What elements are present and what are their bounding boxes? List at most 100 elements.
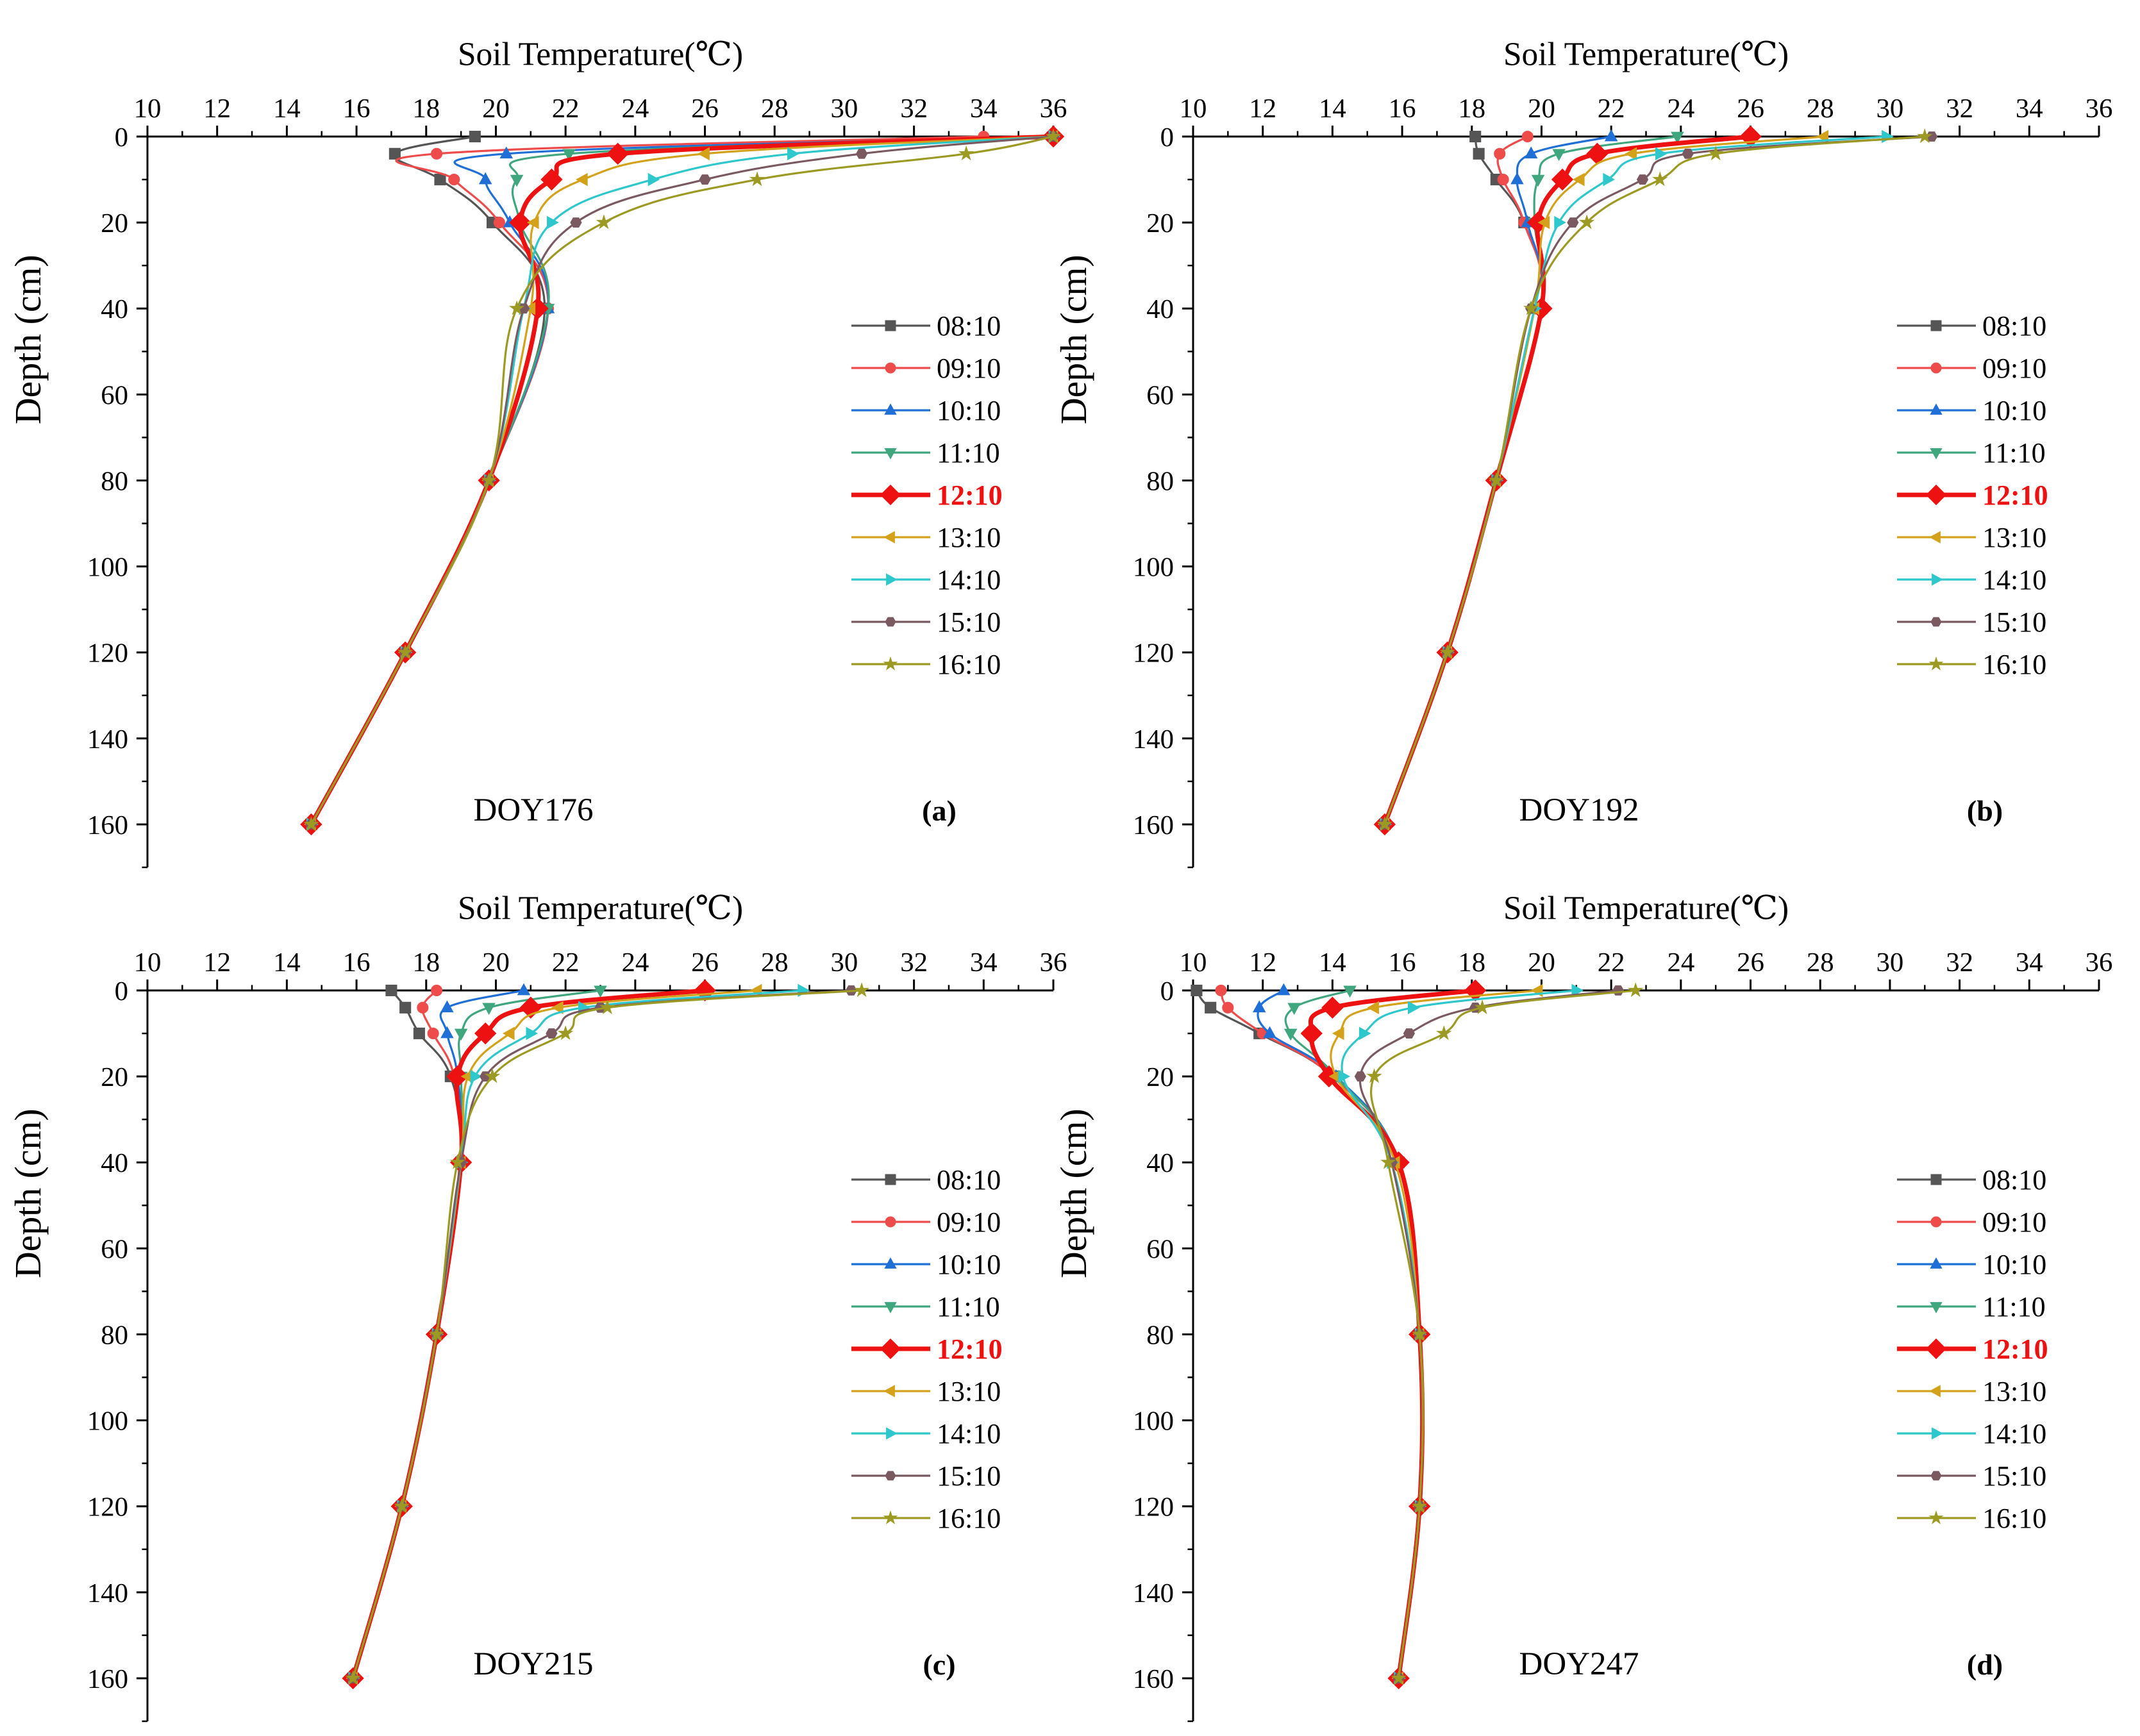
panel-b: 10 12 14 16 18 20 22 24 26 28 30 32 34 36 Soil Tempera… [1054,37,2112,869]
data-point [1551,168,1574,191]
x-tick-label: 16 [343,94,371,124]
legend-swatch-marker [1925,1338,1947,1360]
legend-label: 14:10 [1982,564,2046,596]
data-point [1625,147,1637,161]
legend-entry-0910: 09:10 [851,1206,1001,1238]
series-1610 [345,982,870,1685]
y-tick-label: 120 [87,1492,128,1523]
series-line [1196,989,1424,1679]
y-tick-label: 80 [101,1320,128,1350]
x-tick-label: 18 [1458,947,1485,978]
data-point [1572,172,1585,187]
x-tick-label: 32 [900,947,928,978]
data-point [440,1000,454,1013]
data-point [509,211,531,234]
data-point [427,1028,439,1040]
x-tick-label: 12 [1249,947,1276,978]
legend-entry-0910: 09:10 [1897,353,2046,384]
data-point [1215,984,1227,997]
data-point [1552,149,1566,162]
legend-label: 15:10 [937,1460,1001,1492]
series-1410 [1338,983,1584,1685]
legend: 08:10 09:10 10:10 11:10 12:10 13:10 14:10 15:10… [851,310,1003,680]
series-1210 [1373,125,1762,836]
y-tick-label: 160 [87,1664,128,1694]
y-tick-label: 60 [101,380,128,410]
y-axis-title: Depth (cm) [8,255,49,424]
y-tick-label: 60 [101,1234,128,1264]
data-point [1367,1001,1379,1015]
data-point [389,147,401,160]
y-tick-label: 100 [1133,1406,1174,1437]
y-tick-label: 120 [1133,638,1174,669]
data-point [1708,146,1724,161]
x-tick-label: 16 [1389,94,1416,124]
legend-label: 12:10 [937,1333,1003,1365]
legend-label: 09:10 [1982,353,2046,384]
data-point [648,172,660,187]
data-point [413,1028,425,1040]
x-tick-label: 24 [621,94,649,124]
data-point [1612,985,1625,996]
data-point [431,147,443,160]
x-tick-label: 26 [1737,947,1764,978]
day-label: DOY247 [1519,1646,1639,1682]
legend-label: 14:10 [937,1418,1001,1449]
data-point [1531,174,1545,187]
series-line [310,135,1054,825]
data-point [1403,1028,1416,1039]
legend-entry-1010: 10:10 [1897,1249,2046,1280]
legend-entry-1310: 13:10 [851,522,1001,553]
legend-swatch-marker [1930,1216,1942,1228]
legend-entry-1410: 14:10 [1897,1418,2046,1449]
data-point [440,1026,454,1039]
x-tick-label: 30 [831,94,858,124]
data-point [1045,128,1062,144]
series-line [1382,134,1751,826]
data-point [1376,816,1393,831]
legend-swatch-marker [884,448,897,460]
legend-entry-1410: 14:10 [851,1418,1001,1449]
x-tick-label: 28 [1807,947,1834,978]
y-tick-label: 100 [87,553,128,583]
y-tick-label: 120 [1133,1492,1174,1523]
data-point [470,1069,483,1083]
data-point [417,1001,429,1014]
legend-swatch-marker [884,1302,897,1314]
data-point [1473,147,1485,160]
x-tick-label: 26 [691,947,719,978]
data-point [493,217,505,229]
legend-entry-1610: 16:10 [1897,649,2046,680]
data-point [958,146,974,161]
data-point [1521,130,1534,143]
x-tick-label: 36 [1040,947,1067,978]
legend-swatch-marker [1928,1510,1944,1524]
series-1210 [342,979,716,1690]
legend-swatch-marker [1932,1427,1943,1440]
series-0910 [347,984,467,1684]
x-tick-label: 10 [134,94,162,124]
data-point [484,1068,501,1083]
y-tick-label: 160 [87,810,128,840]
legend-label: 12:10 [937,480,1003,511]
data-point [1300,1022,1323,1045]
legend-entry-1210: 12:10 [1897,480,2048,511]
x-tick-label: 24 [1667,94,1694,124]
x-tick-label: 12 [1249,94,1276,124]
y-tick-label: 80 [1146,1320,1174,1350]
series-line [1383,136,1544,825]
x-tick-label: 14 [1319,947,1346,978]
data-point [1338,1069,1350,1083]
y-tick-label: 140 [1133,1578,1174,1608]
legend-entry-1010: 10:10 [851,1249,1001,1280]
data-point [1343,985,1357,998]
data-point [596,214,612,230]
series-1510 [1378,131,1938,830]
series-0910 [1378,130,1548,830]
x-tick-label: 30 [1877,94,1904,124]
legend-swatch-marker [880,1338,901,1360]
y-tick-label: 100 [1133,553,1174,583]
data-point [1537,215,1550,230]
legend-entry-1310: 13:10 [1897,1376,2046,1407]
x-tick-label: 32 [1946,94,1973,124]
